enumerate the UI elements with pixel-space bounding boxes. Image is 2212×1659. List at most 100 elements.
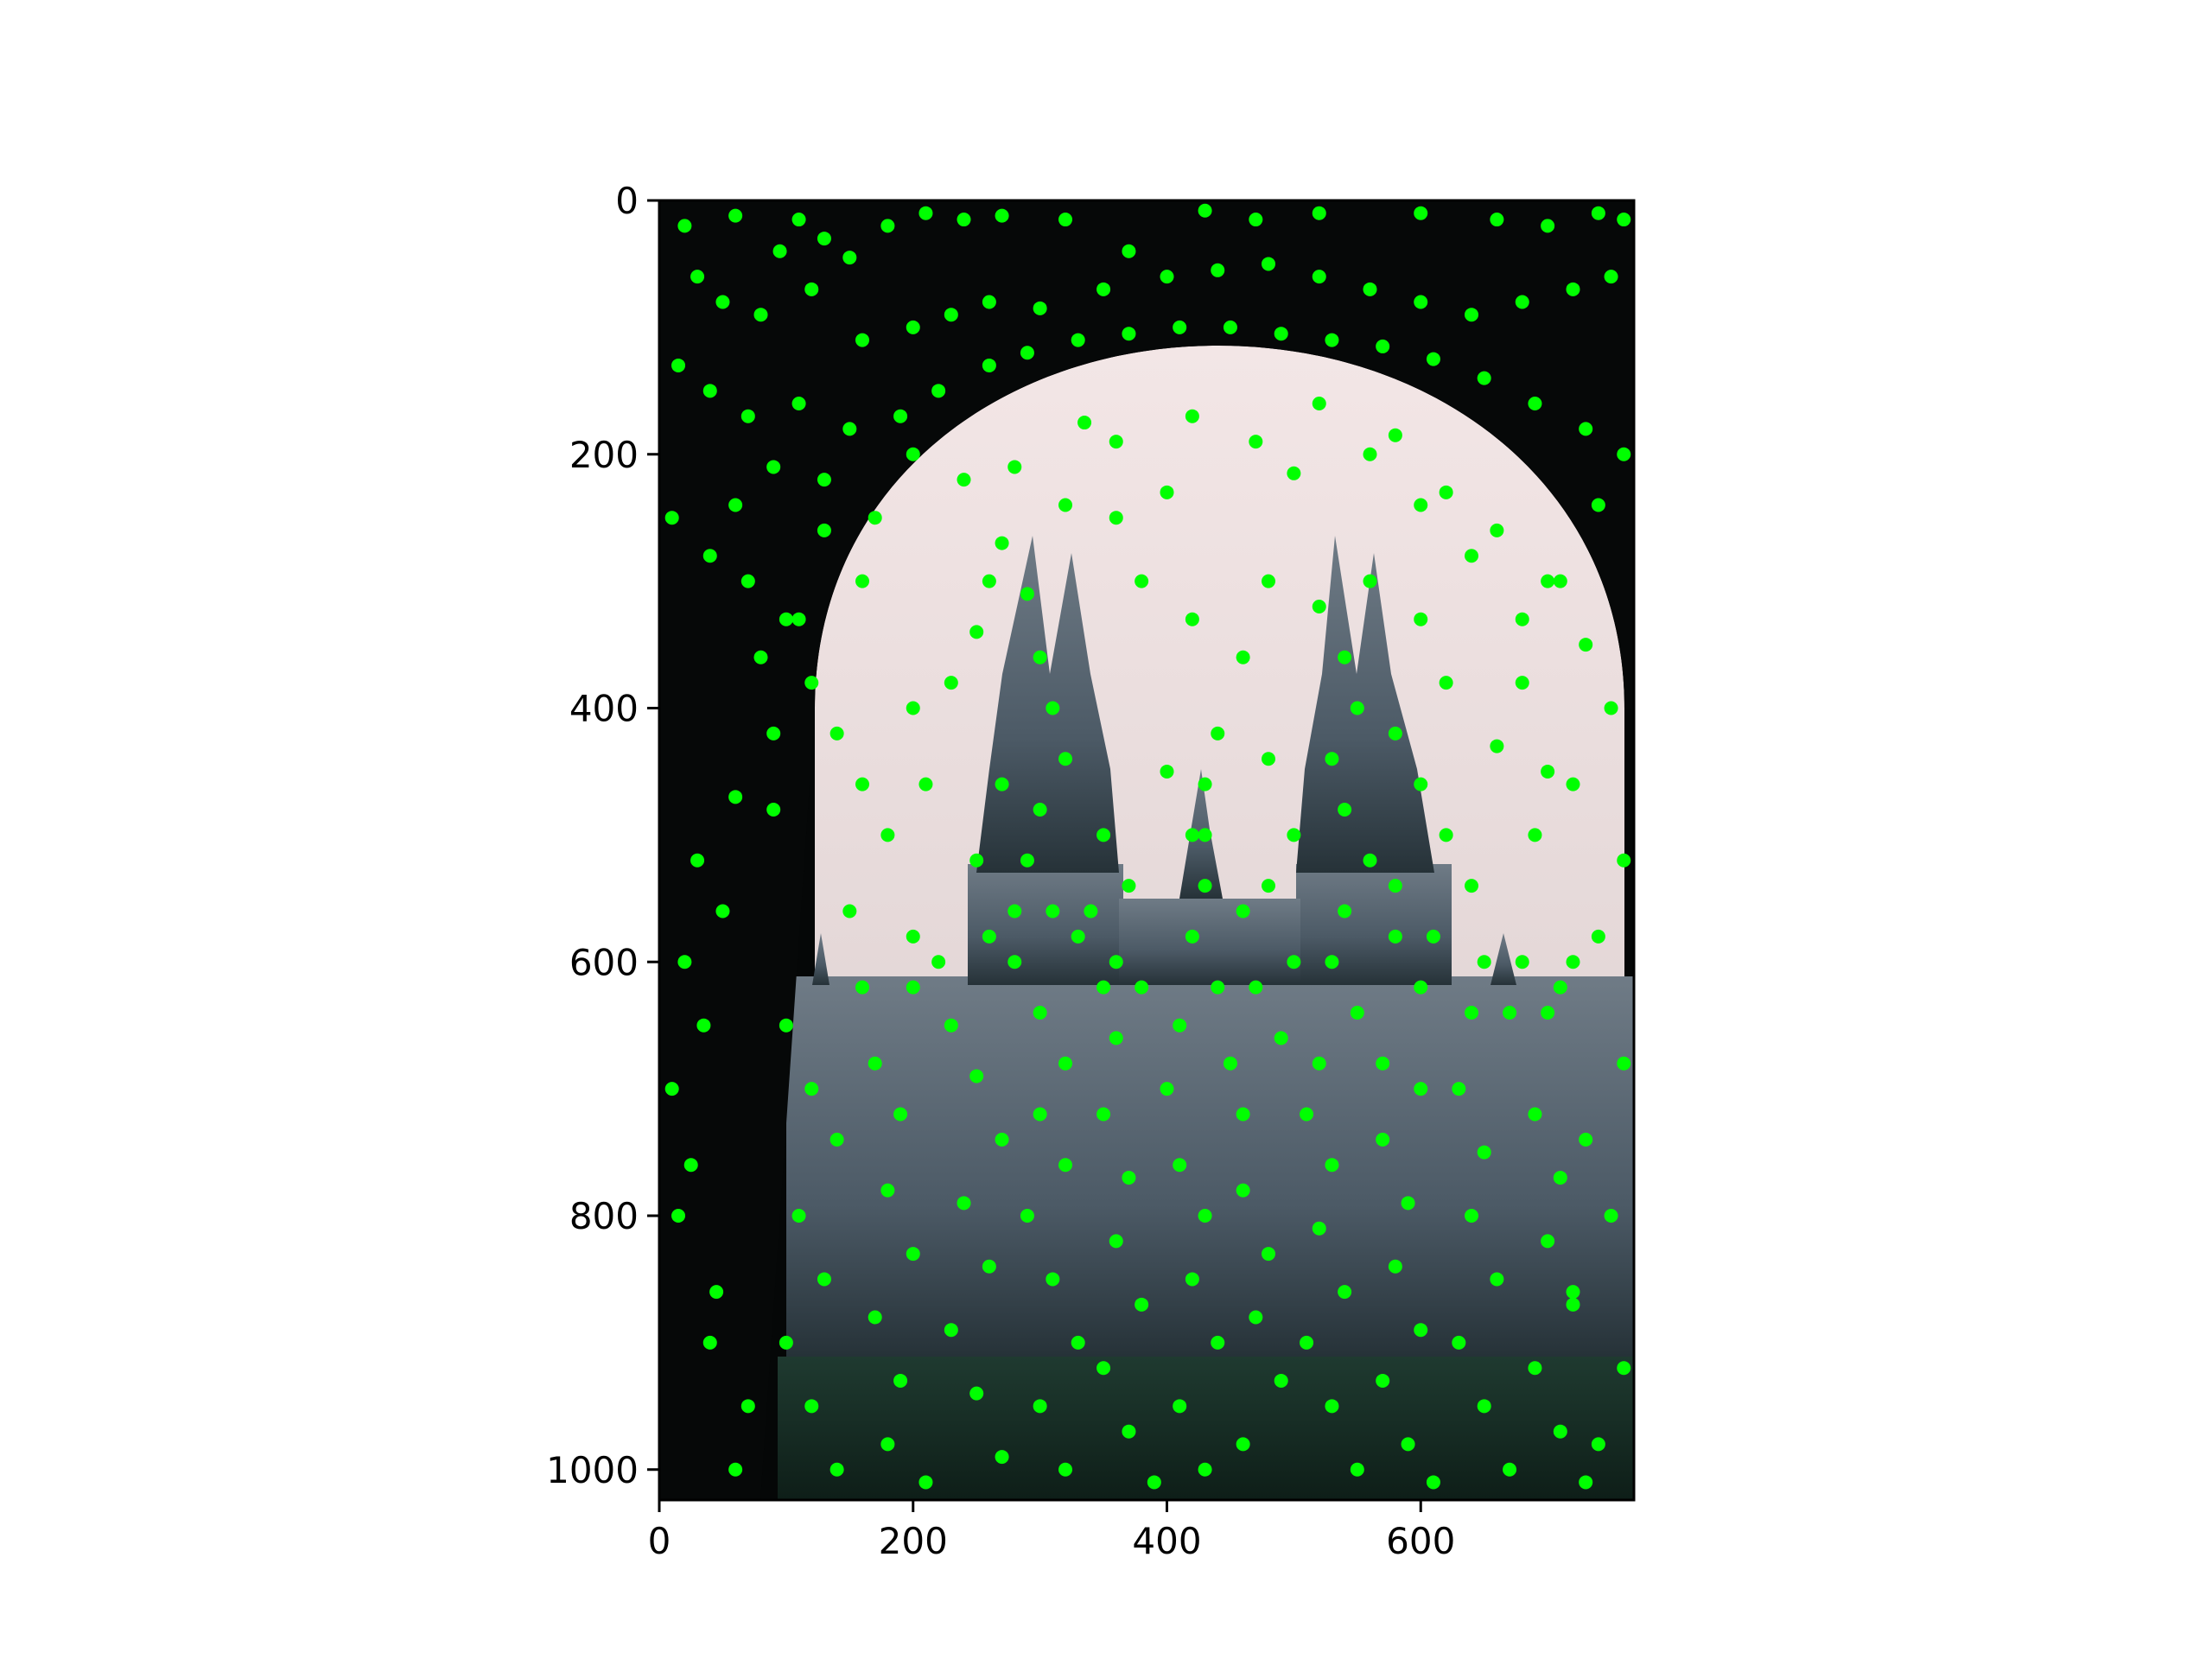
keypoint-marker xyxy=(1541,219,1554,232)
keypoint-marker xyxy=(1567,1298,1580,1312)
keypoint-marker xyxy=(1122,1171,1135,1185)
keypoint-marker xyxy=(1262,575,1275,588)
keypoint-marker xyxy=(1605,1209,1618,1223)
keypoint-marker xyxy=(1236,1108,1250,1122)
keypoint-marker xyxy=(1096,828,1110,842)
keypoint-marker xyxy=(969,854,983,868)
keypoint-marker xyxy=(1465,1006,1478,1020)
keypoint-marker xyxy=(1249,435,1262,448)
keypoint-marker xyxy=(982,930,996,944)
keypoint-marker xyxy=(1567,1285,1580,1299)
keypoint-marker xyxy=(1109,1031,1123,1045)
keypoint-marker xyxy=(1058,213,1072,226)
keypoint-marker xyxy=(1338,651,1351,664)
keypoint-marker xyxy=(1554,981,1567,995)
keypoint-marker xyxy=(696,1019,710,1033)
keypoint-marker xyxy=(1567,283,1580,296)
keypoint-marker xyxy=(728,790,742,804)
keypoint-marker xyxy=(754,308,768,321)
keypoint-marker xyxy=(715,905,729,918)
keypoint-marker xyxy=(1058,1057,1072,1071)
keypoint-marker xyxy=(906,930,920,944)
keypoint-marker xyxy=(1135,981,1148,995)
keypoint-marker xyxy=(918,207,932,220)
keypoint-marker xyxy=(1427,1475,1440,1489)
keypoint-marker xyxy=(792,613,806,626)
keypoint-marker xyxy=(741,1399,755,1413)
keypoint-marker xyxy=(703,384,717,397)
keypoint-marker xyxy=(1414,207,1427,220)
keypoint-marker xyxy=(671,359,685,372)
keypoint-marker xyxy=(995,1450,1009,1464)
keypoint-marker xyxy=(728,1463,742,1477)
background-photo xyxy=(659,200,1634,1500)
keypoint-marker xyxy=(1313,1057,1326,1071)
keypoint-marker xyxy=(1033,1399,1047,1413)
keypoint-marker xyxy=(1147,1475,1161,1489)
keypoint-marker xyxy=(1020,587,1034,601)
keypoint-marker xyxy=(1046,702,1059,715)
keypoint-marker xyxy=(1313,397,1326,410)
keypoint-marker xyxy=(906,448,920,461)
keypoint-marker xyxy=(995,1133,1009,1147)
keypoint-marker xyxy=(855,575,869,588)
keypoint-marker xyxy=(1528,1361,1541,1375)
keypoint-marker xyxy=(1185,613,1199,626)
keypoint-marker xyxy=(1325,1399,1338,1413)
keypoint-marker xyxy=(1198,1463,1212,1477)
keypoint-marker xyxy=(1325,955,1338,969)
keypoint-marker xyxy=(779,613,793,626)
keypoint-marker xyxy=(1579,1475,1592,1489)
keypoint-marker xyxy=(982,359,996,372)
keypoint-marker xyxy=(754,651,768,664)
keypoint-marker xyxy=(1541,575,1554,588)
keypoint-marker xyxy=(1033,1108,1047,1122)
keypoint-marker xyxy=(817,1272,831,1286)
keypoint-marker xyxy=(1554,1171,1567,1185)
keypoint-marker xyxy=(1414,778,1427,791)
keypoint-marker xyxy=(995,537,1009,550)
keypoint-marker xyxy=(931,384,945,397)
keypoint-marker xyxy=(842,422,856,435)
keypoint-marker xyxy=(957,1196,971,1210)
x-tick-label: 600 xyxy=(1386,1520,1455,1562)
keypoint-marker xyxy=(1033,803,1047,817)
keypoint-marker xyxy=(1313,270,1326,283)
keypoint-marker xyxy=(1554,1425,1567,1439)
keypoint-marker xyxy=(1592,207,1605,220)
keypoint-marker xyxy=(1173,321,1186,334)
keypoint-marker xyxy=(1617,1361,1630,1375)
keypoint-marker xyxy=(1541,1234,1554,1248)
keypoint-marker xyxy=(779,1336,793,1350)
keypoint-marker xyxy=(1427,930,1440,944)
keypoint-marker xyxy=(728,499,742,512)
keypoint-marker xyxy=(1414,981,1427,995)
keypoint-marker xyxy=(893,410,907,423)
keypoint-marker xyxy=(1020,1209,1034,1223)
keypoint-marker xyxy=(1440,676,1453,690)
keypoint-marker xyxy=(1389,930,1402,944)
keypoint-marker xyxy=(1338,803,1351,817)
keypoint-marker xyxy=(1414,1323,1427,1337)
keypoint-marker xyxy=(1528,1108,1541,1122)
keypoint-marker xyxy=(766,727,780,741)
keypoint-marker xyxy=(944,308,958,321)
keypoint-marker xyxy=(728,209,742,223)
keypoint-marker xyxy=(1440,486,1453,499)
keypoint-marker xyxy=(880,219,894,232)
keypoint-marker xyxy=(1236,905,1250,918)
y-axis: 0 200 400 600 800 1000 xyxy=(546,180,659,1491)
keypoint-marker xyxy=(1465,879,1478,893)
keypoint-marker xyxy=(1262,879,1275,893)
keypoint-marker xyxy=(1274,327,1288,340)
keypoint-marker xyxy=(1160,765,1174,779)
x-tick-label: 400 xyxy=(1132,1520,1201,1562)
keypoint-marker xyxy=(1617,854,1630,868)
keypoint-marker xyxy=(906,702,920,715)
keypoint-marker xyxy=(918,1475,932,1489)
keypoint-marker xyxy=(1109,435,1123,448)
keypoint-marker xyxy=(1490,740,1503,753)
keypoint-marker xyxy=(830,1133,844,1147)
keypoint-marker xyxy=(1236,651,1250,664)
keypoint-marker xyxy=(709,1285,723,1299)
